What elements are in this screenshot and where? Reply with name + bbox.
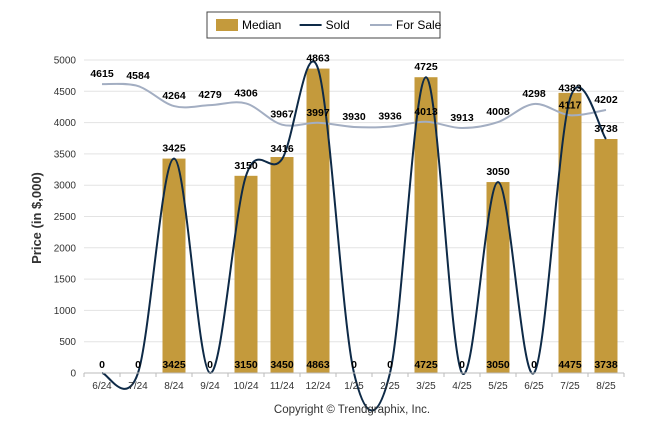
x-tick-label: 8/25: [596, 381, 616, 392]
legend-swatch: [216, 19, 238, 31]
legend-item: For Sale: [370, 18, 442, 32]
legend-box: [206, 11, 441, 39]
for-sale-value-label: 4279: [198, 89, 222, 101]
median-base-label: 3050: [486, 359, 510, 371]
x-tick-label: 6/24: [92, 381, 112, 392]
median-base-label: 3425: [162, 359, 186, 371]
y-tick-label: 2500: [54, 212, 77, 223]
median-bar: [558, 92, 582, 374]
median-base-label: 3150: [234, 359, 258, 371]
sold-value-label: 3738: [594, 123, 618, 135]
median-bar: [234, 175, 258, 373]
sold-value-label: 4863: [306, 53, 330, 65]
sold-value-label: 0: [99, 359, 105, 371]
x-tick-label: 8/24: [164, 381, 184, 392]
y-tick-label: 2000: [54, 243, 77, 254]
median-base-label: 3738: [594, 359, 618, 371]
sold-value-label: 4725: [414, 61, 438, 73]
median-bar: [162, 158, 186, 373]
copyright: Copyright © Trendgraphix, Inc.: [274, 404, 430, 416]
legend-label: For Sale: [396, 18, 442, 32]
sold-value-label: 0: [135, 359, 141, 371]
sold-value-label: 0: [459, 359, 465, 371]
median-bar: [306, 68, 330, 373]
y-tick-label: 4000: [54, 118, 77, 129]
for-sale-value-label: 3930: [342, 111, 366, 123]
for-sale-value-label: 3913: [450, 112, 474, 124]
x-tick-label: 7/24: [128, 381, 148, 392]
median-bar: [414, 77, 438, 373]
sold-value-label: 0: [207, 359, 213, 371]
for-sale-value-label: 3936: [378, 111, 402, 123]
y-tick-label: 3500: [54, 149, 77, 160]
x-tick-label: 9/24: [200, 381, 220, 392]
y-tick-label: 1500: [54, 275, 77, 286]
y-tick-label: 5000: [54, 56, 77, 67]
sold-line: [101, 60, 607, 412]
for-sale-value-label: 4264: [162, 90, 186, 102]
series-lines: [101, 60, 607, 412]
y-tick-label: 0: [70, 369, 76, 380]
for-sale-value-label: 4013: [414, 106, 438, 118]
x-tick-label: 6/25: [524, 381, 544, 392]
sold-value-label: 3050: [486, 166, 510, 178]
sold-value-label: 0: [387, 359, 393, 371]
for-sale-value-label: 4202: [594, 94, 618, 106]
for-sale-line: [101, 82, 607, 130]
x-tick-label: 7/25: [560, 381, 580, 392]
x-tick-label: 10/24: [233, 381, 258, 392]
median-bar: [270, 157, 294, 373]
median-base-label: 4863: [306, 359, 330, 371]
legend-item: Median: [216, 18, 281, 32]
x-tick-label: 12/24: [305, 381, 330, 392]
y-tick-label: 500: [59, 337, 76, 348]
for-sale-value-label: 4117: [559, 99, 582, 111]
x-tick-label: 3/25: [416, 381, 436, 392]
sold-value-label: 3416: [270, 143, 294, 155]
sold-value-label: 3150: [234, 160, 258, 172]
x-tick-label: 1/25: [344, 381, 364, 392]
legend-label: Sold: [326, 18, 350, 32]
sold-value-label: 0: [351, 359, 357, 371]
for-sale-value-label: 4306: [234, 87, 258, 99]
median-bar: [486, 182, 510, 373]
for-sale-value-label: 4008: [486, 106, 510, 118]
sold-value-label: 3425: [162, 143, 186, 155]
for-sale-value-label: 4298: [522, 88, 546, 100]
median-bars: [162, 68, 618, 374]
data-labels: 4615 4584 4264 4279 4306 3967 3997 3930 3936 4013…: [90, 53, 618, 371]
y-axis-title: Price (in $,000): [29, 172, 44, 264]
x-tick-label: 11/24: [270, 381, 295, 392]
axes: 0 500 1000 1500 2000 2500 3000 3500 4000 4500 5000…: [54, 56, 625, 392]
median-base-label: 3450: [270, 359, 294, 371]
for-sale-value-label: 3967: [270, 109, 294, 121]
median-bar: [594, 139, 618, 373]
median-base-label: 4725: [414, 359, 438, 371]
y-tick-label: 3000: [54, 181, 77, 192]
for-sale-value-label: 3997: [306, 107, 330, 119]
legend-label: Median: [242, 18, 281, 32]
legend: Median Sold For Sale: [206, 11, 442, 39]
for-sale-value-label: 4584: [126, 70, 150, 82]
y-tick-label: 4500: [54, 87, 77, 98]
for-sale-value-label: 4615: [90, 68, 114, 80]
y-tick-label: 1000: [54, 306, 77, 317]
sold-value-label: 0: [531, 359, 537, 371]
x-tick-label: 2/25: [380, 381, 400, 392]
legend-item: Sold: [299, 18, 350, 32]
median-base-label: 4475: [558, 359, 582, 371]
x-tick-label: 5/25: [488, 381, 508, 392]
sold-value-label: 4383: [558, 83, 582, 95]
x-tick-label: 4/25: [452, 381, 472, 392]
